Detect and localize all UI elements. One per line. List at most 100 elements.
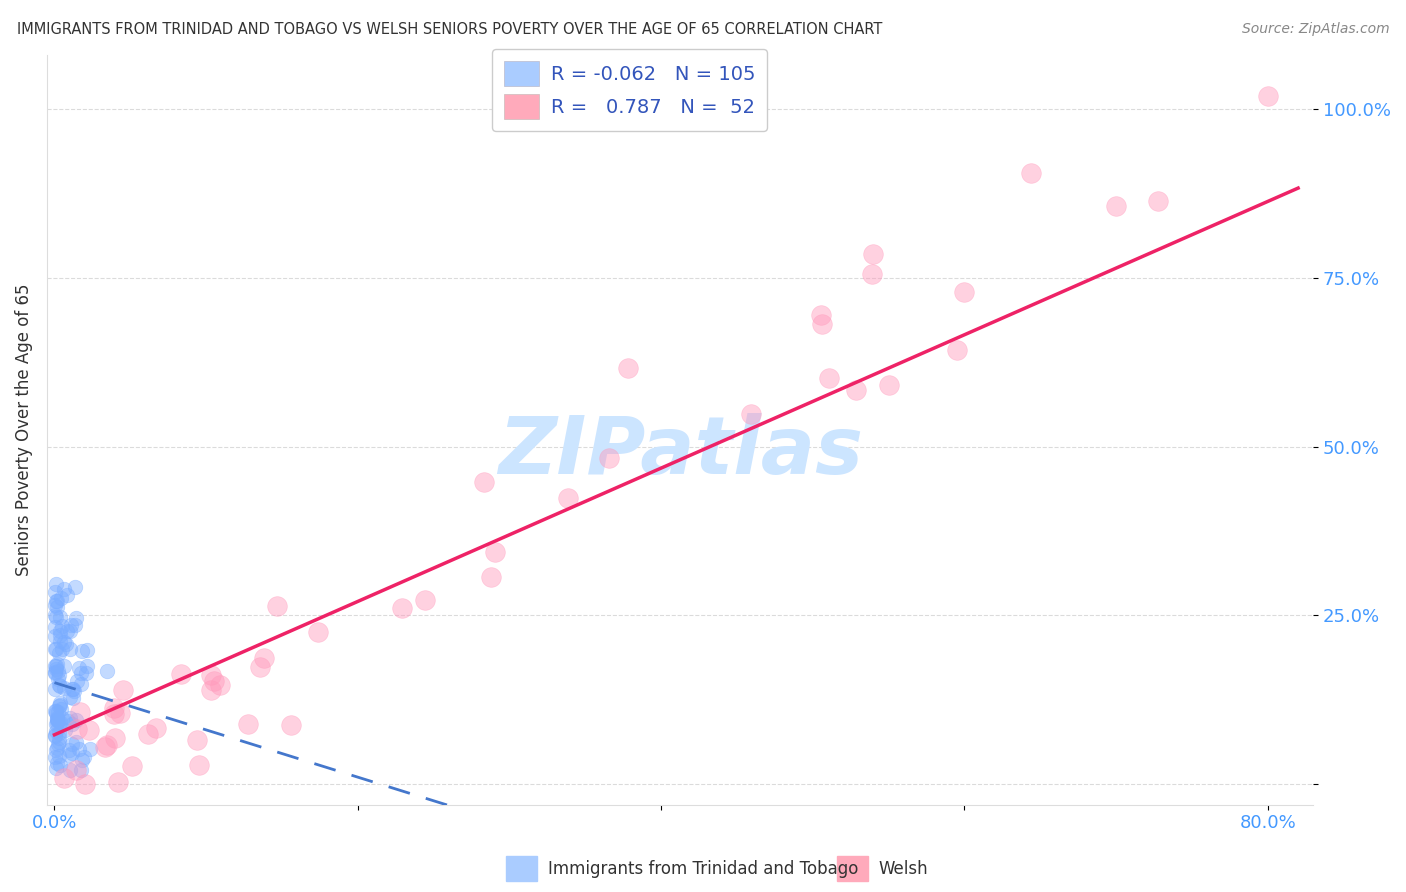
Point (48, 731, 70, 745)
Point (53, 771, 76, 785)
Point (44, 704, 66, 718)
Point (810, 317, 832, 331)
Point (45, 714, 67, 728)
Point (59, 763, 82, 777)
Point (44, 598, 66, 612)
Point (391, 600, 413, 615)
Point (44, 629, 66, 643)
Point (45, 715, 67, 730)
Point (202, 674, 225, 689)
Text: Immigrants from Trinidad and Tobago: Immigrants from Trinidad and Tobago (548, 860, 859, 878)
Point (170, 667, 193, 681)
Point (55, 588, 77, 602)
Point (51, 619, 73, 633)
Point (65, 713, 87, 727)
Point (67, 742, 90, 756)
Point (1019, 166, 1042, 180)
Point (58, 747, 80, 762)
Point (49, 627, 72, 641)
Point (49, 698, 72, 713)
Point (79, 742, 101, 756)
Point (65, 764, 87, 778)
Point (73, 750, 96, 764)
Point (48, 646, 70, 660)
Point (280, 718, 302, 732)
Point (200, 683, 222, 698)
Point (44, 620, 66, 634)
Point (44, 750, 66, 764)
Point (45, 663, 67, 677)
Point (45, 716, 67, 731)
Point (1147, 194, 1170, 208)
Point (145, 721, 167, 735)
Point (51, 641, 73, 656)
Point (253, 651, 276, 665)
Point (49, 609, 72, 624)
Point (44, 585, 66, 599)
Point (63, 684, 86, 698)
Point (60, 746, 83, 760)
Legend: R = -0.062   N = 105, R =   0.787   N =  52: R = -0.062 N = 105, R = 0.787 N = 52 (492, 49, 766, 130)
Point (45, 706, 67, 721)
Point (59, 711, 82, 725)
Point (45, 594, 67, 608)
Point (76, 658, 98, 673)
Point (48, 699, 70, 714)
Point (249, 660, 271, 674)
Point (48, 672, 70, 686)
Point (44, 665, 66, 680)
Point (44, 641, 66, 656)
Point (48, 735, 70, 749)
Point (1105, 199, 1128, 213)
Point (45, 723, 67, 738)
Point (72, 644, 94, 658)
Point (49, 715, 72, 730)
Point (65, 610, 87, 624)
Point (136, 727, 159, 741)
Point (67, 661, 90, 675)
Point (108, 706, 131, 720)
Point (60, 716, 83, 731)
Point (107, 775, 129, 789)
Point (45, 577, 67, 591)
Point (60, 618, 83, 632)
Point (810, 308, 832, 322)
Text: IMMIGRANTS FROM TRINIDAD AND TOBAGO VS WELSH SENIORS POVERTY OVER THE AGE OF 65 : IMMIGRANTS FROM TRINIDAD AND TOBAGO VS W… (17, 22, 882, 37)
Point (45, 610, 67, 624)
Point (103, 707, 125, 722)
Y-axis label: Seniors Poverty Over the Age of 65: Seniors Poverty Over the Age of 65 (15, 284, 32, 576)
Point (44, 681, 66, 696)
Point (77, 723, 100, 737)
Point (46, 714, 69, 728)
Point (53, 723, 76, 738)
Point (44, 743, 66, 757)
Point (862, 246, 884, 260)
Point (46, 657, 69, 671)
Point (75, 665, 97, 680)
Point (472, 475, 495, 490)
Point (49, 757, 72, 772)
Text: Welsh: Welsh (879, 860, 928, 878)
Point (49, 634, 72, 648)
Point (45, 593, 67, 607)
Point (46, 712, 69, 726)
Text: ZIPatlas: ZIPatlas (498, 413, 863, 491)
Point (945, 343, 967, 357)
Point (209, 678, 232, 692)
Point (56, 714, 79, 728)
Point (598, 450, 620, 465)
Point (111, 683, 134, 698)
Point (51, 702, 73, 716)
Point (49, 679, 72, 693)
Point (96, 664, 118, 678)
Point (51, 711, 73, 725)
Point (46, 737, 69, 751)
Point (96, 738, 118, 752)
Point (200, 668, 222, 682)
Point (49, 624, 72, 639)
Point (65, 735, 87, 749)
Point (56, 624, 79, 638)
Point (49, 696, 72, 710)
Point (481, 570, 503, 584)
Point (59, 690, 82, 704)
